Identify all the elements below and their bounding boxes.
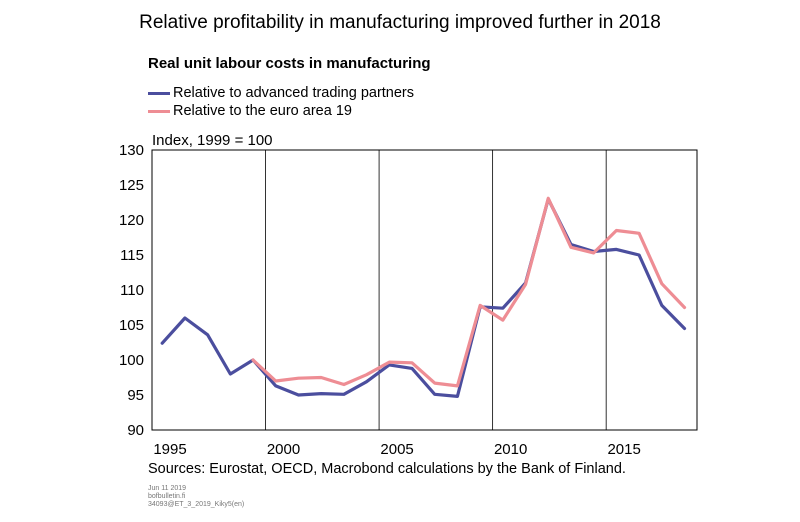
- x-tick-label-2010: 2010: [494, 441, 527, 458]
- meta-site: bofbulletin.fi: [148, 493, 186, 500]
- y-tick-label-110: 110: [120, 282, 144, 299]
- series-line-1: [251, 196, 687, 388]
- source-note: Sources: Eurostat, OECD, Macrobond calcu…: [148, 461, 626, 477]
- meta-info: Jun 11 2019 bofbulletin.fi 34093@ET_3_20…: [148, 485, 244, 509]
- legend-label-euro: Relative to the euro area 19: [173, 103, 352, 119]
- y-tick-label-130: 130: [119, 142, 144, 159]
- meta-id: 34093@ET_3_2019_Kiky5(en): [148, 501, 245, 508]
- y-tick-label-100: 100: [119, 352, 144, 369]
- chart-subtitle: Real unit labour costs in manufacturing: [148, 55, 431, 72]
- y-tick-label-95: 95: [127, 387, 144, 404]
- meta-date: Jun 11 2019: [148, 485, 187, 492]
- x-tick-label-2000: 2000: [267, 441, 300, 458]
- legend-item-euro: Relative to the euro area 19: [148, 102, 414, 120]
- y-tick-label-105: 105: [119, 317, 144, 334]
- y-tick-label-90: 90: [127, 422, 144, 439]
- chart-title: Relative profitability in manufacturing …: [139, 12, 661, 33]
- x-tick-label-1995: 1995: [153, 441, 186, 458]
- y-tick-label-125: 125: [119, 177, 144, 194]
- x-tick-label-2005: 2005: [380, 441, 413, 458]
- y-tick-label-115: 115: [120, 247, 144, 264]
- legend: Relative to advanced trading partners Re…: [148, 84, 414, 120]
- legend-label-advanced: Relative to advanced trading partners: [173, 85, 415, 101]
- legend-swatch-advanced: [148, 91, 170, 95]
- y-axis-unit-label: Index, 1999 = 100: [152, 132, 273, 149]
- x-tick-label-2015: 2015: [607, 441, 640, 458]
- legend-swatch-euro: [148, 109, 170, 113]
- y-tick-label-120: 120: [119, 212, 144, 229]
- legend-item-advanced: Relative to advanced trading partners: [148, 84, 414, 102]
- plot-frame: [151, 149, 698, 431]
